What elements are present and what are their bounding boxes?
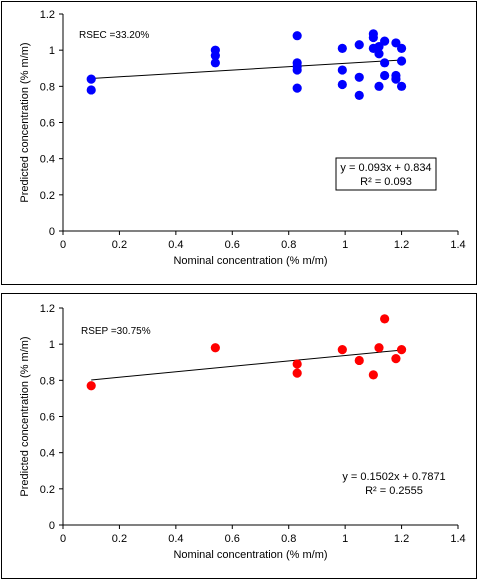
equation-box [335,157,437,191]
y-tick-label: 0.4 [40,154,55,166]
x-tick-label: 1.2 [394,533,409,545]
data-point [396,56,407,66]
data-point [354,72,364,82]
data-point [368,370,378,380]
y-tick-label: 0.6 [40,118,55,130]
y-tick-label: 0.4 [40,448,55,460]
data-point [396,344,407,355]
y-tick-label: 0.8 [40,81,55,93]
trendline [91,59,402,80]
y-tick-label: 0.6 [40,412,55,424]
data-point [292,368,302,378]
data-point [337,344,347,355]
y-tick-label: 1.2 [40,9,55,21]
data-point [337,79,347,90]
y-tick-label: 0.2 [40,484,55,496]
y-tick-label: 1 [49,339,55,351]
data-point [380,36,390,46]
x-tick-label: 0.2 [112,533,127,545]
data-point [380,58,390,68]
x-tick-label: 0.2 [112,239,127,251]
r-squared-label: R² = 0.2555 [365,485,423,497]
data-point [86,74,96,84]
data-point [396,81,407,91]
y-axis-title: Predicted concentration (% m/m) [19,336,31,496]
x-tick-label: 1.4 [450,239,465,251]
data-point [374,81,384,91]
x-tick-label: 1.4 [450,533,465,545]
data-point [396,43,407,53]
data-point [354,40,364,50]
y-tick-label: 0.8 [40,375,55,387]
x-tick-label: 0.8 [281,533,296,545]
data-point [374,343,384,353]
x-tick-label: 0.6 [225,533,240,545]
data-point [292,83,302,93]
data-point [337,43,347,53]
data-point [354,355,364,366]
data-point [380,70,390,81]
x-axis-title: Nominal concentration (% m/m) [173,255,327,267]
x-axis-title: Nominal concentration (% m/m) [173,549,327,561]
x-tick-label: 0 [60,239,66,251]
trendline [91,349,402,381]
chart-panel-calibration: 0 0.2 0.4 0.6 0.8 1 1.2 1.4 0 0.2 0.4 0.6 0.8 1 1.2 Nom… [1,1,477,285]
y-tick-label: 0 [49,520,55,532]
y-tick-label: 0 [49,226,55,238]
r-squared-label: R² = 0.093 [360,176,412,188]
data-point [374,49,384,59]
trendline-equation: y = 0.1502x + 0.7871 [342,471,445,483]
data-point [86,381,96,391]
data-point [354,90,364,100]
trendline-equation: y = 0.093x + 0.834 [340,162,431,174]
chart-panel-prediction: 0 0.2 0.4 0.6 0.8 1 1.2 1.4 0 0.2 0.4 0.6 0.8 1 1.2 Nom… [1,293,477,579]
x-tick-label: 1 [342,239,348,251]
data-point [86,85,96,95]
data-point [368,32,378,43]
y-tick-label: 0.2 [40,190,55,202]
x-tick-label: 1.2 [394,239,409,251]
x-tick-label: 0 [60,533,66,545]
x-tick-label: 0.6 [225,239,240,251]
data-point [292,65,302,75]
y-axis-title: Predicted concentration (% m/m) [19,42,31,202]
data-point [210,50,220,61]
data-point [391,354,401,364]
data-point [391,74,401,84]
data-point [380,314,390,324]
x-tick-label: 0.4 [168,239,183,251]
data-point [210,58,220,68]
calibration-scatter-chart: 0 0.2 0.4 0.6 0.8 1 1.2 1.4 0 0.2 0.4 0.6 0.8 1 1.2 Nom… [19,9,466,267]
data-point [292,359,302,369]
error-annotation: RSEC =33.20% [79,30,149,41]
prediction-scatter-chart: 0 0.2 0.4 0.6 0.8 1 1.2 1.4 0 0.2 0.4 0.6 0.8 1 1.2 Nom… [19,303,466,561]
data-point [292,31,302,41]
y-tick-label: 1 [49,45,55,57]
y-tick-label: 1.2 [40,303,55,315]
x-tick-label: 0.8 [281,239,296,251]
x-tick-label: 1 [342,533,348,545]
error-annotation: RSEP =30.75% [81,326,151,337]
x-tick-label: 0.4 [168,533,183,545]
data-point [337,65,347,75]
data-point [210,343,220,353]
